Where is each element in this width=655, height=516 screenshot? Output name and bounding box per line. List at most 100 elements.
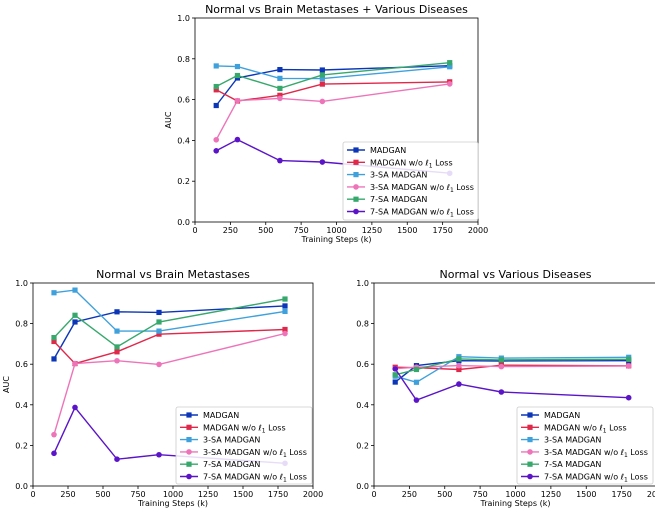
legend-label: 7-SA MADGAN w/o ℓ1 Loss xyxy=(544,473,648,484)
chart-title: Normal vs Brain Metastases xyxy=(96,268,250,281)
y-tick-label: 1.0 xyxy=(177,14,190,23)
data-point xyxy=(213,63,219,69)
x-tick-label: 1000 xyxy=(326,226,346,235)
y-tick-label: 1.0 xyxy=(15,279,28,288)
x-axis-label: Training Steps (k) xyxy=(480,499,551,508)
y-tick-label: 0.4 xyxy=(177,136,190,145)
legend: MADGAN MADGAN w/o ℓ1 Loss 3-SA MADGAN 3-SA … xyxy=(516,406,654,485)
legend-marker xyxy=(527,473,533,480)
legend-label: 3-SA MADGAN w/o ℓ1 Loss xyxy=(544,448,648,459)
legend-label: MADGAN w/o ℓ1 Loss xyxy=(203,423,286,434)
x-axis-label: Training Steps (k) xyxy=(137,499,208,508)
legend-box xyxy=(516,406,654,485)
legend-marker xyxy=(527,437,533,443)
data-point xyxy=(319,159,326,165)
data-point xyxy=(413,366,420,373)
legend-marker xyxy=(527,424,533,430)
legend: MADGAN MADGAN w/o ℓ1 Loss 3-SA MADGAN 3-SA … xyxy=(342,141,479,221)
legend-marker xyxy=(527,461,533,467)
data-point xyxy=(282,296,288,302)
data-point xyxy=(156,328,162,334)
data-point xyxy=(625,394,632,401)
x-tick-label: 750 xyxy=(293,226,308,235)
x-tick-label: 250 xyxy=(402,490,417,499)
series-line-3sa xyxy=(216,65,450,80)
data-point xyxy=(72,360,78,367)
data-point xyxy=(51,290,57,296)
x-tick-label: 1750 xyxy=(432,226,452,235)
y-tick-label: 0.2 xyxy=(15,441,28,450)
y-tick-label: 0.8 xyxy=(15,320,28,329)
data-point xyxy=(51,338,57,345)
y-tick-label: 0.6 xyxy=(177,96,190,105)
y-axis-label: AUC xyxy=(2,376,11,393)
data-point xyxy=(282,308,288,315)
chart-title: Normal vs Various Diseases xyxy=(440,268,592,281)
data-point xyxy=(447,60,453,66)
data-point xyxy=(498,363,505,370)
data-point xyxy=(234,97,241,104)
y-tick-label: 0.4 xyxy=(356,401,369,410)
y-tick-label: 0.0 xyxy=(356,482,369,491)
series-line-madgan-nol1 xyxy=(215,81,450,102)
x-axis-label: Training Steps (k) xyxy=(301,235,372,244)
data-point xyxy=(282,303,288,309)
legend-label: MADGAN w/o ℓ1 Loss xyxy=(544,423,627,434)
data-point xyxy=(498,357,504,363)
data-point xyxy=(213,83,219,90)
legend-box xyxy=(175,406,313,485)
data-point xyxy=(156,319,162,325)
data-point xyxy=(213,148,220,154)
data-point xyxy=(114,309,120,315)
x-tick-label: 1500 xyxy=(576,490,596,499)
data-point xyxy=(114,344,120,350)
legend-label: 7-SA MADGAN xyxy=(544,460,601,469)
legend-label: 3-SA MADGAN xyxy=(544,436,601,445)
data-point xyxy=(72,287,78,293)
series-line-madgan xyxy=(53,305,286,360)
data-point xyxy=(156,451,162,458)
chart-title: Normal vs Brain Metastases + Various Dis… xyxy=(205,3,468,16)
x-tick-label: 0 xyxy=(371,490,376,499)
x-tick-label: 1250 xyxy=(362,226,382,235)
data-point xyxy=(626,356,632,362)
data-point xyxy=(498,389,505,395)
y-tick-label: 0.4 xyxy=(15,401,28,410)
x-tick-label: 500 xyxy=(95,490,110,499)
x-tick-label: 1750 xyxy=(268,490,288,499)
data-point xyxy=(277,85,283,91)
legend-label: 3-SA MADGAN w/o ℓ1 Loss xyxy=(370,183,474,194)
x-tick-label: 250 xyxy=(223,226,238,235)
legend-label: 7-SA MADGAN xyxy=(203,460,260,469)
data-point xyxy=(72,312,78,318)
x-tick-label: 750 xyxy=(472,490,487,499)
legend-marker xyxy=(186,437,192,443)
chart-various: Normal vs Various Diseases 0 250 500 750 1000… xyxy=(356,268,655,508)
data-point xyxy=(625,363,632,369)
data-point xyxy=(392,366,399,372)
legend-marker xyxy=(186,449,192,455)
legend-marker xyxy=(353,172,359,178)
legend-label: 3-SA MADGAN w/o ℓ1 Loss xyxy=(203,448,307,459)
x-tick-label: 0 xyxy=(30,490,35,499)
data-point xyxy=(51,356,57,362)
data-point xyxy=(319,72,325,78)
x-tick-label: 500 xyxy=(258,226,273,235)
y-tick-label: 0.0 xyxy=(177,218,190,227)
x-tick-label: 1250 xyxy=(541,490,561,499)
series-line-madgan-nol1 xyxy=(53,328,286,365)
x-tick-label: 1500 xyxy=(397,226,417,235)
y-axis-label: AUC xyxy=(164,111,173,128)
data-point xyxy=(234,72,241,79)
chart-metastases: Normal vs Brain Metastases 0 250 500 750 1000… xyxy=(2,268,323,508)
y-tick-label: 0.0 xyxy=(15,482,28,491)
data-point xyxy=(114,328,120,334)
data-point xyxy=(413,379,420,385)
data-point xyxy=(413,397,420,403)
data-point xyxy=(392,372,398,378)
legend: MADGAN MADGAN w/o ℓ1 Loss 3-SA MADGAN 3-SA … xyxy=(175,406,313,485)
y-tick-label: 0.6 xyxy=(15,360,28,369)
legend-label: 3-SA MADGAN xyxy=(370,171,427,180)
data-point xyxy=(114,349,120,355)
